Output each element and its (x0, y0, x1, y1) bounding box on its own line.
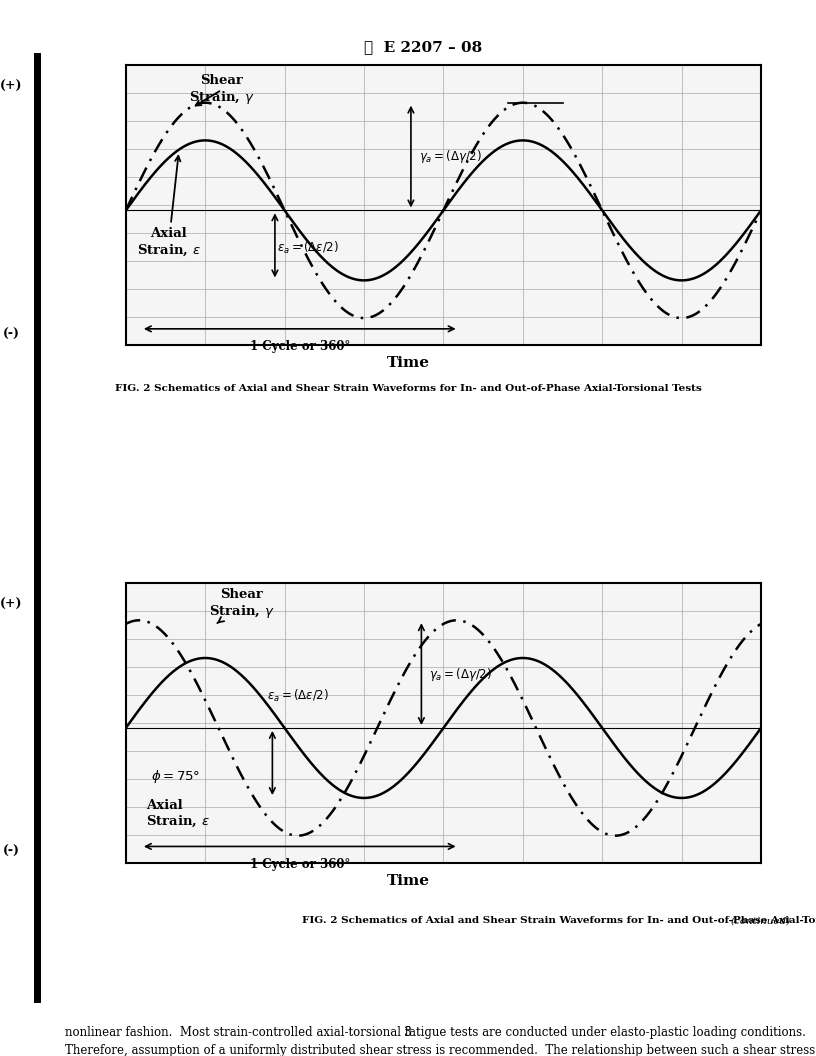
Text: FIG. 2 Schematics of Axial and Shear Strain Waveforms for In- and Out-of-Phase A: FIG. 2 Schematics of Axial and Shear Str… (114, 383, 702, 393)
Text: Shear
Strain, $\gamma$: Shear Strain, $\gamma$ (189, 74, 255, 106)
Text: 1 Cycle or 360°: 1 Cycle or 360° (250, 340, 350, 353)
Text: $\varepsilon_a = (\Delta\varepsilon/2)$: $\varepsilon_a = (\Delta\varepsilon/2)$ (268, 687, 329, 703)
Text: $\gamma_a = (\Delta\gamma/2)$: $\gamma_a = (\Delta\gamma/2)$ (419, 148, 481, 165)
Text: (+): (+) (0, 598, 23, 610)
Text: (-): (-) (3, 846, 20, 859)
Text: (-): (-) (3, 327, 20, 341)
Text: 1 Cycle or 360°: 1 Cycle or 360° (250, 859, 350, 871)
Text: Shear
Strain, $\gamma$: Shear Strain, $\gamma$ (209, 588, 275, 623)
Text: (+): (+) (0, 80, 23, 93)
Text: Axial
Strain, $\varepsilon$: Axial Strain, $\varepsilon$ (146, 798, 210, 829)
Text: Time: Time (387, 356, 429, 370)
Text: nonlinear fashion.  Most strain-controlled axial-torsional fatigue tests are con: nonlinear fashion. Most strain-controlle… (65, 1026, 816, 1056)
Text: Time: Time (387, 873, 429, 887)
Text: Axial
Strain, $\varepsilon$: Axial Strain, $\varepsilon$ (137, 156, 201, 258)
Text: $\varepsilon_a = (\Delta\varepsilon/2)$: $\varepsilon_a = (\Delta\varepsilon/2)$ (277, 240, 339, 257)
Text: Ⓜ  E 2207 – 08: Ⓜ E 2207 – 08 (364, 40, 482, 55)
Text: $\gamma_a = (\Delta\gamma/2)$: $\gamma_a = (\Delta\gamma/2)$ (429, 665, 492, 682)
Text: (continued): (continued) (730, 917, 791, 925)
Text: $\phi = 75°$: $\phi = 75°$ (151, 768, 200, 785)
Text: FIG. 2 Schematics of Axial and Shear Strain Waveforms for In- and Out-of-Phase A: FIG. 2 Schematics of Axial and Shear Str… (302, 917, 816, 925)
Text: 3: 3 (404, 1025, 412, 1039)
Bar (33, 53, 42, 1003)
